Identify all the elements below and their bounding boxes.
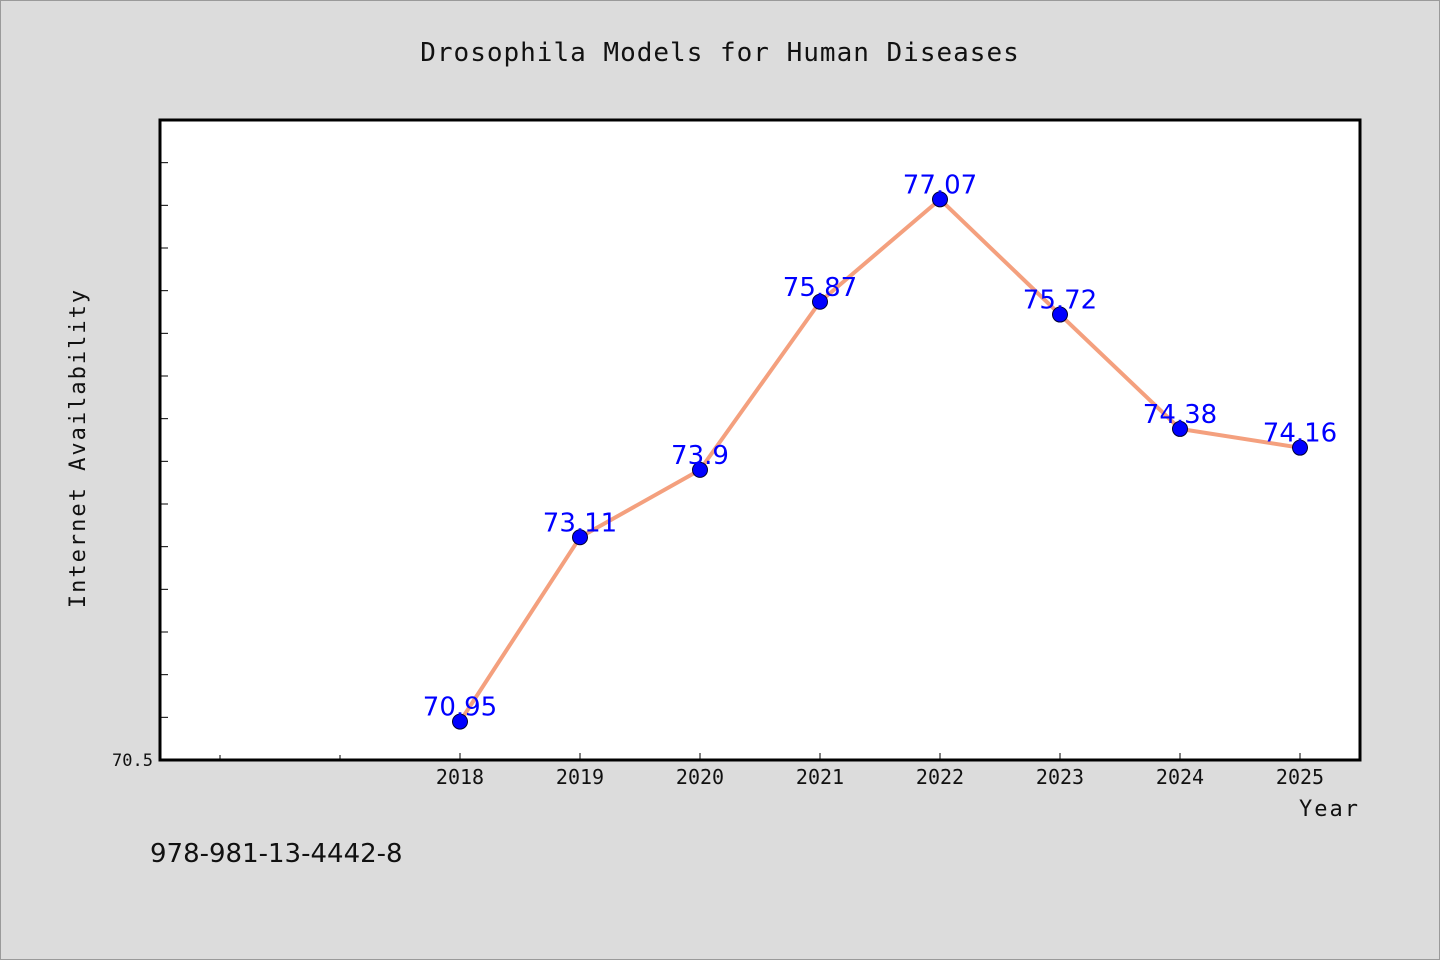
chart-title: Drosophila Models for Human Diseases <box>420 38 1020 68</box>
x-tick-label: 2018 <box>436 765 484 789</box>
data-label: 74.16 <box>1263 419 1337 449</box>
data-label: 73.11 <box>543 508 617 538</box>
x-axis-label: Year <box>1299 797 1360 822</box>
data-point <box>572 529 588 546</box>
x-tick-label: 2025 <box>1276 765 1324 789</box>
x-tick-label: 2019 <box>556 765 604 789</box>
data-label: 77.07 <box>903 170 977 200</box>
y-axis-label: Internet Availability <box>66 288 91 608</box>
data-point <box>452 713 468 730</box>
data-point <box>1052 306 1068 323</box>
plot-area <box>160 120 1360 760</box>
data-label: 75.87 <box>783 273 857 303</box>
isbn-text: 978-981-13-4442-8 <box>150 839 403 869</box>
data-label: 70.95 <box>423 693 497 723</box>
x-tick-label: 2023 <box>1036 765 1084 789</box>
series-line <box>458 197 1302 724</box>
x-axis-ticks: 2018 2019 2020 2021 2022 2023 2024 2025 <box>219 753 1324 789</box>
data-label: 74.38 <box>1143 400 1217 430</box>
plot-frame <box>158 118 1362 762</box>
data-label: 75.72 <box>1023 286 1097 316</box>
data-point <box>932 191 948 208</box>
data-point <box>1292 439 1308 456</box>
x-tick-label: 2022 <box>916 765 964 789</box>
y-tick-label: 70.5 <box>112 751 153 771</box>
data-point <box>692 461 708 478</box>
x-tick-label: 2021 <box>796 765 844 789</box>
x-tick-label: 2020 <box>676 765 724 789</box>
x-tick-label: 2024 <box>1156 765 1204 789</box>
data-label: 73.9 <box>671 441 729 471</box>
data-point <box>1172 420 1188 437</box>
data-point <box>812 293 828 310</box>
series-group: 70.95 73.11 73.9 75.87 77.07 75.72 74.38 74.16 <box>423 170 1337 730</box>
